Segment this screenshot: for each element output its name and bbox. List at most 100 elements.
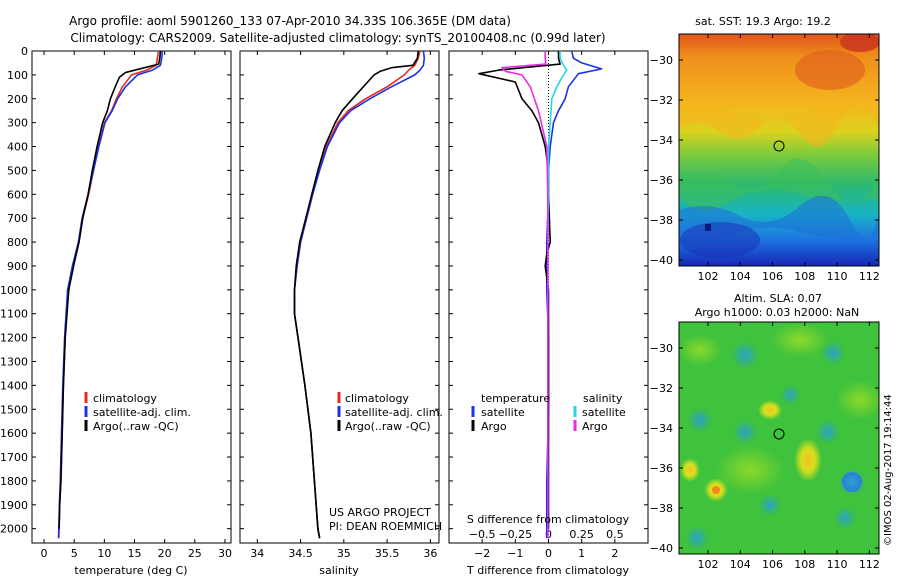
y-tick-label: 400 [7, 141, 28, 154]
y-tick-label: 1200 [0, 332, 28, 345]
x-tick-label: 35 [337, 547, 351, 560]
y-tick-label: 700 [7, 212, 28, 225]
x-tick-label: 35.5 [375, 547, 400, 560]
map-x-tick-label: 104 [730, 558, 751, 571]
x-tick-label: 1 [578, 547, 585, 560]
map-y-tick-label: −38 [650, 502, 673, 515]
salinity-series [293, 51, 426, 539]
map-x-tick-label: 104 [730, 270, 751, 283]
argo-location-marker [773, 428, 785, 440]
legend-label-satellite: satellite-adj. clim. [345, 406, 443, 419]
x-tick-label: 0 [545, 547, 552, 560]
y-tick-label: 300 [7, 117, 28, 130]
temperature-plot-frame [31, 50, 232, 544]
x-tick-label: 0 [41, 547, 48, 560]
sla-map-subtitle: Argo h1000: 0.03 h2000: NaN [695, 306, 860, 319]
y-tick-label: 800 [7, 236, 28, 249]
sla-map-title: Altim. SLA: 0.07 [734, 292, 822, 305]
series-line-climatology [58, 51, 160, 539]
y-tick-label: 200 [7, 93, 28, 106]
temperature-series [57, 51, 164, 539]
sla-map-axes: 102 104 106 108 110 112 −30 −32 −34 −36 −38 −40 [650, 322, 880, 571]
legend-label-s-satellite: satellite [582, 406, 626, 419]
map-y-tick-label: −30 [650, 54, 673, 67]
legend-title-temperature: temperature [481, 392, 550, 405]
map-y-tick-label: −40 [650, 254, 673, 267]
series-line-satellite [545, 51, 603, 539]
map-y-tick-label: −30 [650, 342, 673, 355]
map-x-tick-label: 106 [762, 270, 783, 283]
series-line-argo [293, 51, 419, 539]
y-tick-label: 1100 [0, 308, 28, 321]
map-y-tick-label: −32 [650, 94, 673, 107]
series-line-sal_argo [501, 51, 549, 539]
x-tick-label: 2 [611, 547, 618, 560]
difference-xlabel: T difference from climatology [466, 564, 629, 577]
map-x-tick-label: 110 [827, 270, 848, 283]
series-line-satellite [57, 51, 164, 539]
temperature-xlabel: temperature (deg C) [74, 564, 187, 577]
sst-map-title: sat. SST: 19.3 Argo: 19.2 [695, 15, 831, 28]
salinity-plot-frame [239, 50, 440, 544]
sla-heatmap [679, 322, 879, 554]
salinity-axes: 34 34.5 35 35.5 36 [240, 50, 439, 560]
argo-location-marker [773, 140, 785, 152]
map-y-tick-label: −36 [650, 462, 673, 475]
s-tick-label: 0.5 [606, 528, 624, 541]
legend-label-argo: Argo(..raw -QC) [345, 420, 431, 433]
y-tick-label: 100 [7, 69, 28, 82]
sst-map-axes: 102 104 106 108 110 112 −30 −32 −34 −36 −38 −40 [650, 34, 880, 283]
map-x-tick-label: 112 [859, 270, 880, 283]
x-tick-label: 36 [423, 547, 437, 560]
y-tick-label: 900 [7, 260, 28, 273]
series-line-argo [58, 51, 162, 529]
x-tick-label: 30 [218, 547, 232, 560]
s-tick-label: 0.25 [569, 528, 594, 541]
y-tick-label: 1300 [0, 355, 28, 368]
legend-title-salinity: salinity [583, 392, 623, 405]
x-tick-label: 20 [158, 547, 172, 560]
difference-legend: temperature satellite Argo salinity sate… [471, 392, 626, 433]
map-x-tick-label: 108 [794, 558, 815, 571]
legend-label-t-argo: Argo [481, 420, 507, 433]
difference-xlabel-top: S difference from climatology [467, 513, 630, 526]
y-tick-label: 1400 [0, 379, 28, 392]
difference-series [478, 51, 603, 539]
sst-map-frame [678, 33, 880, 267]
legend-label-climatology: climatology [93, 392, 157, 405]
y-tick-label: 0 [21, 45, 28, 58]
pi-annotation: PI: DEAN ROEMMICH [329, 520, 442, 533]
map-x-tick-label: 102 [698, 558, 719, 571]
map-y-tick-label: −34 [650, 134, 673, 147]
legend-label-satellite: satellite-adj. clim. [93, 406, 191, 419]
project-annotation: US ARGO PROJECT [329, 506, 431, 519]
legend-label-t-satellite: satellite [481, 406, 525, 419]
x-tick-label: 34.5 [288, 547, 313, 560]
x-tick-label: 5 [71, 547, 78, 560]
series-line-sal_satellite [546, 51, 568, 539]
s-tick-label: −0.25 [498, 528, 532, 541]
map-x-tick-label: 106 [762, 558, 783, 571]
temperature-axes: 0100200300400500600700800900100011001200… [0, 45, 232, 560]
x-tick-label: 10 [97, 547, 111, 560]
map-y-tick-label: −34 [650, 422, 673, 435]
figure-title-line1: Argo profile: aoml 5901260_133 07-Apr-20… [69, 14, 511, 28]
salinity-legend: climatology satellite-adj. clim. Argo(..… [337, 392, 443, 433]
y-tick-label: 2000 [0, 523, 28, 536]
imos-timestamp: ©IMOS 02-Aug-2017 19:14:44 [883, 394, 894, 546]
map-y-tick-label: −40 [650, 542, 673, 555]
temperature-legend: climatology satellite-adj. clim. Argo(..… [84, 392, 191, 433]
x-tick-label: −1 [507, 547, 523, 560]
legend-label-s-argo: Argo [582, 420, 608, 433]
sla-map-frame [678, 321, 880, 555]
salinity-xlabel: salinity [319, 564, 359, 577]
y-tick-label: 1700 [0, 451, 28, 464]
map-y-tick-label: −38 [650, 214, 673, 227]
y-tick-label: 600 [7, 188, 28, 201]
legend-label-climatology: climatology [345, 392, 409, 405]
map-x-tick-label: 110 [827, 558, 848, 571]
x-tick-label: 15 [128, 547, 142, 560]
s-tick-label: −0.5 [469, 528, 496, 541]
map-x-tick-label: 108 [794, 270, 815, 283]
